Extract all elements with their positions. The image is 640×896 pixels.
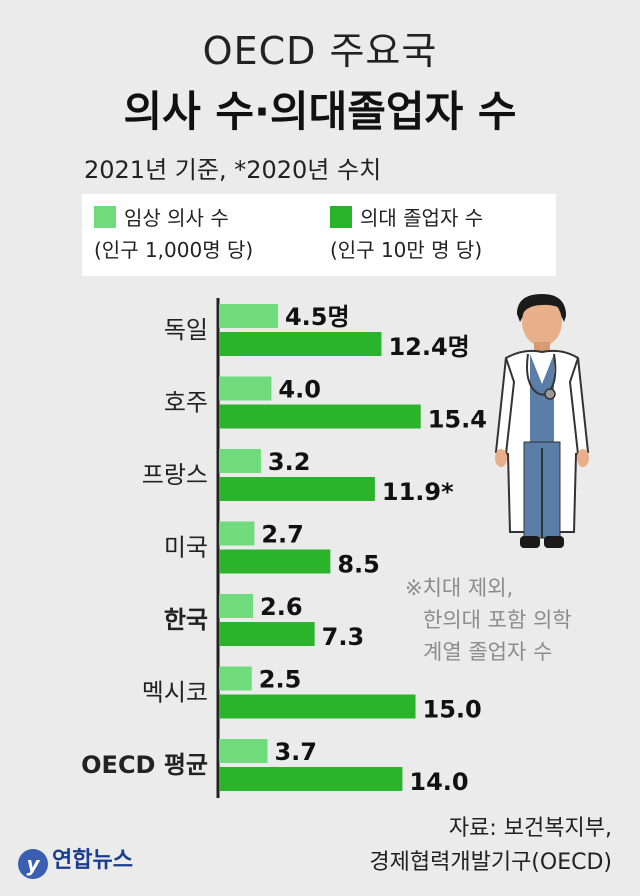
bar-series2 bbox=[219, 477, 375, 501]
data-label-series1: 2.6 bbox=[260, 593, 303, 621]
legend-item-series2: 의대 졸업자 수 (인구 10만 명 당) bbox=[330, 202, 483, 266]
data-label-series2: 14.0 bbox=[409, 768, 468, 796]
logo-text: 연합뉴스 bbox=[52, 848, 133, 873]
title-line2: 의사 수·의대졸업자 수 bbox=[123, 87, 517, 136]
title-line1: OECD 주요국 bbox=[202, 29, 438, 73]
data-label-series1: 4.0 bbox=[278, 376, 321, 404]
data-label-series2: 15.4 bbox=[428, 406, 487, 434]
logo: y 연합뉴스 bbox=[18, 842, 133, 879]
source-line1: 자료: 보건복지부, bbox=[448, 816, 612, 841]
data-label-series2: 8.5 bbox=[337, 551, 380, 579]
bar-series1 bbox=[219, 739, 268, 763]
bar-series1 bbox=[219, 521, 255, 546]
legend-unit-series1: (인구 1,000명 당) bbox=[94, 238, 254, 262]
legend: 임상 의사 수 (인구 1,000명 당) 의대 졸업자 수 (인구 10만 명… bbox=[82, 194, 556, 276]
bar-series1 bbox=[219, 304, 278, 328]
doctor-illustration bbox=[494, 294, 590, 548]
bar-series2 bbox=[219, 549, 331, 574]
data-label-series1: 3.7 bbox=[274, 738, 317, 766]
bar-series1 bbox=[219, 376, 272, 401]
legend-swatch-series1 bbox=[94, 206, 116, 228]
data-label-series1: 4.5명 bbox=[285, 303, 350, 331]
legend-label-series1: 임상 의사 수 bbox=[124, 206, 229, 230]
source-line2: 경제협력개발기구(OECD) bbox=[369, 850, 612, 875]
bar-series2 bbox=[219, 694, 416, 719]
category-label: 독일 bbox=[164, 316, 208, 344]
data-label-series2: 15.0 bbox=[423, 696, 482, 724]
data-label-series2: 7.3 bbox=[322, 623, 365, 651]
legend-item-series1: 임상 의사 수 (인구 1,000명 당) bbox=[94, 202, 253, 266]
bar-series2 bbox=[219, 332, 382, 356]
legend-label-series2: 의대 졸업자 수 bbox=[360, 206, 484, 230]
footnote-line3: 계열 졸업자 수 bbox=[423, 640, 553, 664]
category-label: 멕시코 bbox=[142, 679, 208, 707]
data-label-series1: 2.5 bbox=[259, 666, 302, 694]
bar-series2 bbox=[219, 622, 315, 646]
footnote: ※치대 제외, 한의대 포함 의학 계열 졸업자 수 bbox=[405, 572, 572, 668]
category-label: 한국 bbox=[164, 606, 208, 634]
category-label: OECD 평균 bbox=[81, 751, 208, 779]
logo-icon: y bbox=[18, 849, 48, 879]
bar-series2 bbox=[219, 404, 421, 429]
footnote-line1: ※치대 제외, bbox=[405, 576, 514, 600]
data-label-series1: 2.7 bbox=[261, 521, 304, 549]
bar-series2 bbox=[219, 767, 403, 791]
data-label-series2: 11.9* bbox=[382, 478, 454, 506]
bar-series1 bbox=[219, 666, 252, 691]
subtitle: 2021년 기준, *2020년 수치 bbox=[84, 156, 382, 184]
category-label: 미국 bbox=[164, 534, 208, 562]
footnote-line2: 한의대 포함 의학 bbox=[423, 608, 572, 632]
category-label: 프랑스 bbox=[142, 461, 208, 489]
bar-series1 bbox=[219, 449, 261, 473]
legend-swatch-series2 bbox=[330, 206, 352, 228]
data-label-series1: 3.2 bbox=[268, 448, 311, 476]
legend-unit-series2: (인구 10만 명 당) bbox=[330, 238, 483, 262]
bar-series1 bbox=[219, 594, 254, 618]
source: 자료: 보건복지부, 경제협력개발기구(OECD) bbox=[369, 812, 612, 880]
data-label-series2: 12.4명 bbox=[388, 333, 469, 361]
category-label: 호주 bbox=[164, 389, 208, 417]
